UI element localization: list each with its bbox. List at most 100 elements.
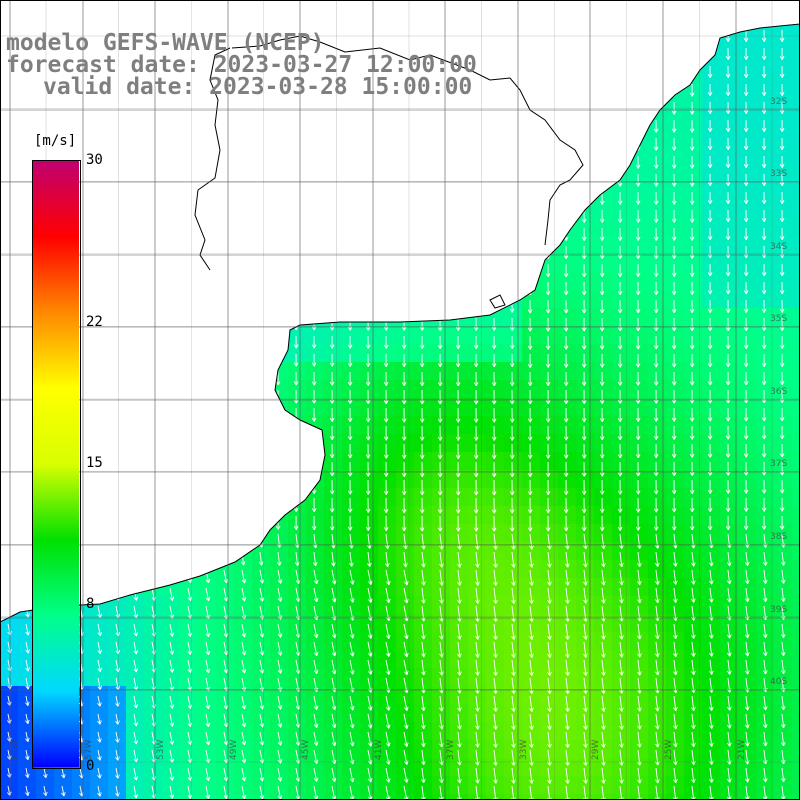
- wind-arrow: [655, 659, 660, 676]
- wind-arrow: [671, 353, 677, 368]
- wind-cell: [594, 290, 613, 309]
- wind-arrow: [637, 533, 642, 549]
- wind-arrow: [419, 479, 425, 496]
- wind-arrow: [762, 641, 768, 657]
- wind-cell: [558, 470, 577, 489]
- wind-cell: [396, 488, 415, 507]
- wind-arrow: [635, 155, 641, 169]
- wind-cell: [756, 344, 775, 363]
- wind-cell: [630, 596, 649, 615]
- wind-cell: [720, 290, 739, 309]
- wind-cell: [342, 794, 361, 800]
- wind-cell: [684, 434, 703, 453]
- wind-arrow: [365, 461, 371, 477]
- wind-arrow: [743, 155, 749, 168]
- wind-arrow: [419, 389, 425, 405]
- wind-arrow: [761, 263, 767, 277]
- wind-cell: [792, 344, 800, 363]
- wind-arrow: [581, 461, 587, 477]
- wind-arrow: [509, 335, 515, 349]
- wind-cell: [306, 560, 325, 579]
- wind-arrow: [779, 425, 785, 440]
- wind-cell: [360, 668, 379, 687]
- wind-arrow: [563, 299, 569, 314]
- wind-cell: [252, 578, 271, 597]
- wind-cell: [720, 542, 739, 561]
- wind-arrow: [365, 497, 371, 513]
- wind-cell: [180, 740, 199, 759]
- wind-arrow: [529, 659, 534, 676]
- wind-cell: [144, 704, 163, 723]
- wind-cell: [162, 650, 181, 669]
- wind-cell: [342, 452, 361, 471]
- wind-arrow: [509, 461, 515, 478]
- wind-cell: [594, 254, 613, 273]
- wind-cell: [468, 668, 487, 687]
- wind-arrow: [725, 353, 731, 368]
- wind-cell: [360, 542, 379, 561]
- wind-arrow: [527, 461, 533, 477]
- wind-cell: [486, 344, 505, 363]
- wind-arrow: [473, 461, 479, 478]
- wind-arrow: [475, 569, 480, 586]
- wind-arrow: [547, 605, 552, 622]
- wind-cell: [666, 200, 685, 219]
- wind-arrow: [671, 281, 677, 295]
- wind-arrow: [725, 119, 731, 132]
- wind-cell: [360, 686, 379, 705]
- wind-arrow: [509, 479, 515, 496]
- wind-cell: [684, 524, 703, 543]
- wind-cell: [342, 614, 361, 633]
- wind-arrow: [491, 371, 497, 387]
- wind-cell: [324, 488, 343, 507]
- wind-arrow: [347, 371, 353, 386]
- wind-arrow: [599, 389, 605, 404]
- wind-arrow: [383, 407, 389, 423]
- wind-cell: [504, 398, 523, 417]
- wind-cell: [378, 452, 397, 471]
- wind-arrow: [671, 425, 677, 440]
- wind-cell: [774, 110, 793, 129]
- wind-cell: [720, 236, 739, 255]
- wind-cell: [774, 650, 793, 669]
- longitude-label: 49W: [229, 740, 239, 760]
- wind-cell: [594, 218, 613, 237]
- wind-cell: [324, 452, 343, 471]
- wind-cell: [414, 542, 433, 561]
- wind-cell: [594, 632, 613, 651]
- wind-arrow: [367, 731, 373, 747]
- wind-arrow: [475, 533, 480, 550]
- wind-arrow: [601, 695, 606, 712]
- wind-cell: [774, 776, 793, 795]
- wind-arrow: [653, 227, 659, 241]
- wind-cell: [720, 506, 739, 525]
- wind-cell: [216, 650, 235, 669]
- wind-cell: [702, 110, 721, 129]
- wind-cell: [324, 632, 343, 651]
- wind-arrow: [601, 677, 606, 694]
- wind-arrow: [367, 767, 373, 783]
- wind-arrow: [655, 731, 660, 748]
- wind-arrow: [780, 551, 786, 566]
- wind-arrow: [761, 47, 767, 60]
- wind-cell: [594, 542, 613, 561]
- wind-cell: [630, 740, 649, 759]
- wind-arrow: [473, 335, 479, 349]
- wind-arrow: [653, 497, 659, 513]
- wind-arrow: [437, 515, 443, 532]
- wind-cell: [738, 632, 757, 651]
- wind-cell: [540, 578, 559, 597]
- wind-cell: [342, 344, 361, 363]
- wind-cell: [756, 722, 775, 741]
- wind-cell: [288, 578, 307, 597]
- wind-arrow: [493, 587, 498, 604]
- wind-arrow: [725, 227, 731, 241]
- wind-cell: [612, 722, 631, 741]
- wind-cell: [234, 686, 253, 705]
- wind-cell: [666, 452, 685, 471]
- wind-arrow: [133, 713, 139, 727]
- wind-cell: [306, 542, 325, 561]
- wind-cell: [738, 704, 757, 723]
- wind-cell: [720, 362, 739, 381]
- wind-arrow: [401, 515, 407, 532]
